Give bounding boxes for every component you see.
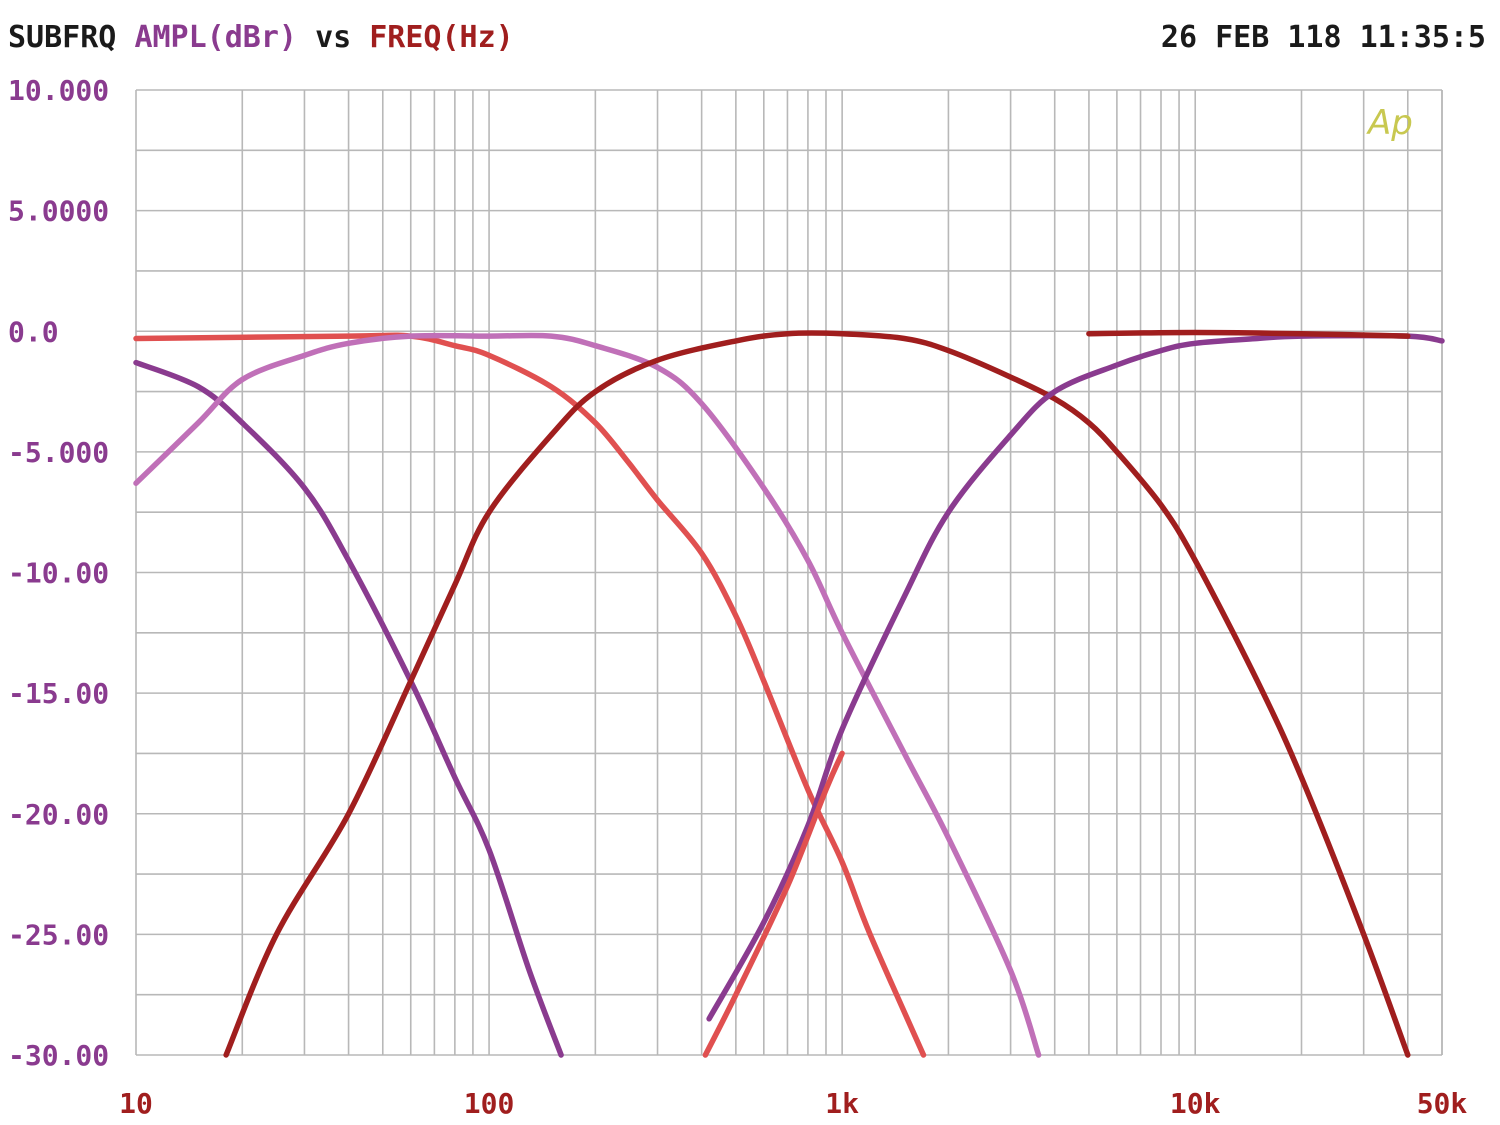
y-tick-label: 0.0 [8, 315, 59, 348]
x-tick-labels: 10 100 1k 10k 50k [119, 1087, 1467, 1120]
y-tick-label: 10.000 [8, 74, 109, 107]
grid [135, 89, 1443, 1056]
y-tick-label: -10.00 [8, 557, 109, 590]
series-line-4 [223, 330, 1411, 1058]
header-xlabel: FREQ(Hz) [369, 20, 514, 55]
x-tick-label: 50k [1417, 1087, 1468, 1120]
y-tick-label: -30.00 [8, 1039, 109, 1072]
series-line-2 [133, 332, 927, 1058]
series-line-6 [702, 750, 845, 1058]
series-line-3 [133, 332, 1042, 1058]
x-tick-label: 100 [464, 1087, 515, 1120]
header-vs: vs [315, 20, 352, 55]
series-line-7 [1086, 329, 1411, 339]
y-tick-label: -15.00 [8, 677, 109, 710]
y-tick-labels: 10.000 5.0000 0.0 -5.000 -10.00 -15.00 -20.00 -… [8, 74, 109, 1072]
x-tick-label: 1k [825, 1087, 859, 1120]
series-line-1 [133, 359, 564, 1058]
header-ylabel: AMPL(dBr) [134, 20, 297, 55]
series-line-5 [706, 332, 1445, 1022]
x-tick-label: 10 [119, 1087, 153, 1120]
x-tick-label: 10k [1170, 1087, 1221, 1120]
curves [133, 329, 1445, 1058]
y-tick-label: -25.00 [8, 918, 109, 951]
y-tick-label: -5.000 [8, 436, 109, 469]
header-title: SUBFRQ [8, 20, 117, 55]
header-timestamp: 26 FEB 118 11:35:5 [1160, 20, 1486, 55]
chart-header: SUBFRQ AMPL(dBr) vs FREQ(Hz) [8, 20, 514, 55]
y-tick-label: -20.00 [8, 798, 109, 831]
y-tick-label: 5.0000 [8, 195, 109, 228]
ap-logo: Ap [1366, 103, 1413, 143]
